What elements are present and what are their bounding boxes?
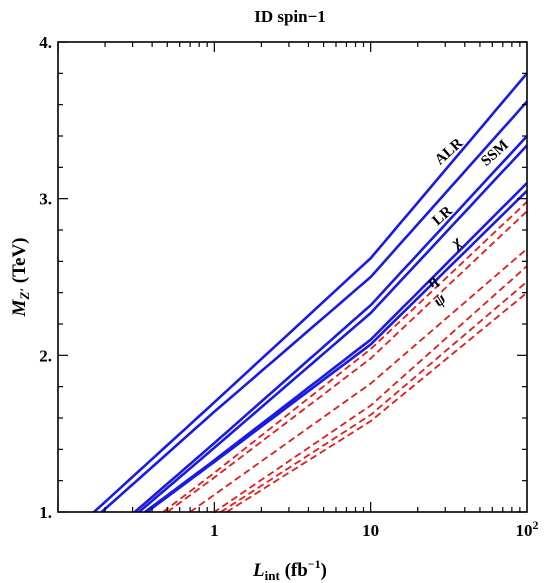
dashed-curve-8 [189,248,528,513]
plot-frame [57,41,528,513]
dashed-curve-9 [211,265,528,513]
solid-curve-4 [144,182,528,514]
y-axis-label: MZ′ (TeV) [9,237,32,317]
curve-label: SSM [478,137,512,170]
y-tick-label: 2. [39,346,52,365]
y-tick-label: 3. [39,190,52,209]
solid-curve-1 [100,100,528,513]
curve-label: ψ [430,290,450,310]
curves-group [93,72,528,514]
dashed-curve-6 [162,201,528,513]
solid-curve-0 [93,72,528,513]
dashed-curve-7 [166,210,528,513]
solid-curve-2 [133,135,528,513]
dashed-curve-10 [220,281,528,513]
x-axis-label: Lint (fb−1) [252,557,327,583]
ticks-group: 1 10 102 1. 2. 3. 4. [39,33,538,540]
y-tick-label: 1. [39,503,52,522]
curve-label: χ [447,233,466,252]
y-tick-label: 4. [39,33,52,52]
chart-title: ID spin−1 [254,7,326,26]
x-tick-label: 1 [210,521,219,540]
x-tick-label: 10 [362,521,379,540]
x-tick-label: 102 [516,518,539,540]
dashed-curve-11 [226,292,528,513]
solid-curve-3 [138,144,528,513]
solid-curve-5 [146,189,528,514]
